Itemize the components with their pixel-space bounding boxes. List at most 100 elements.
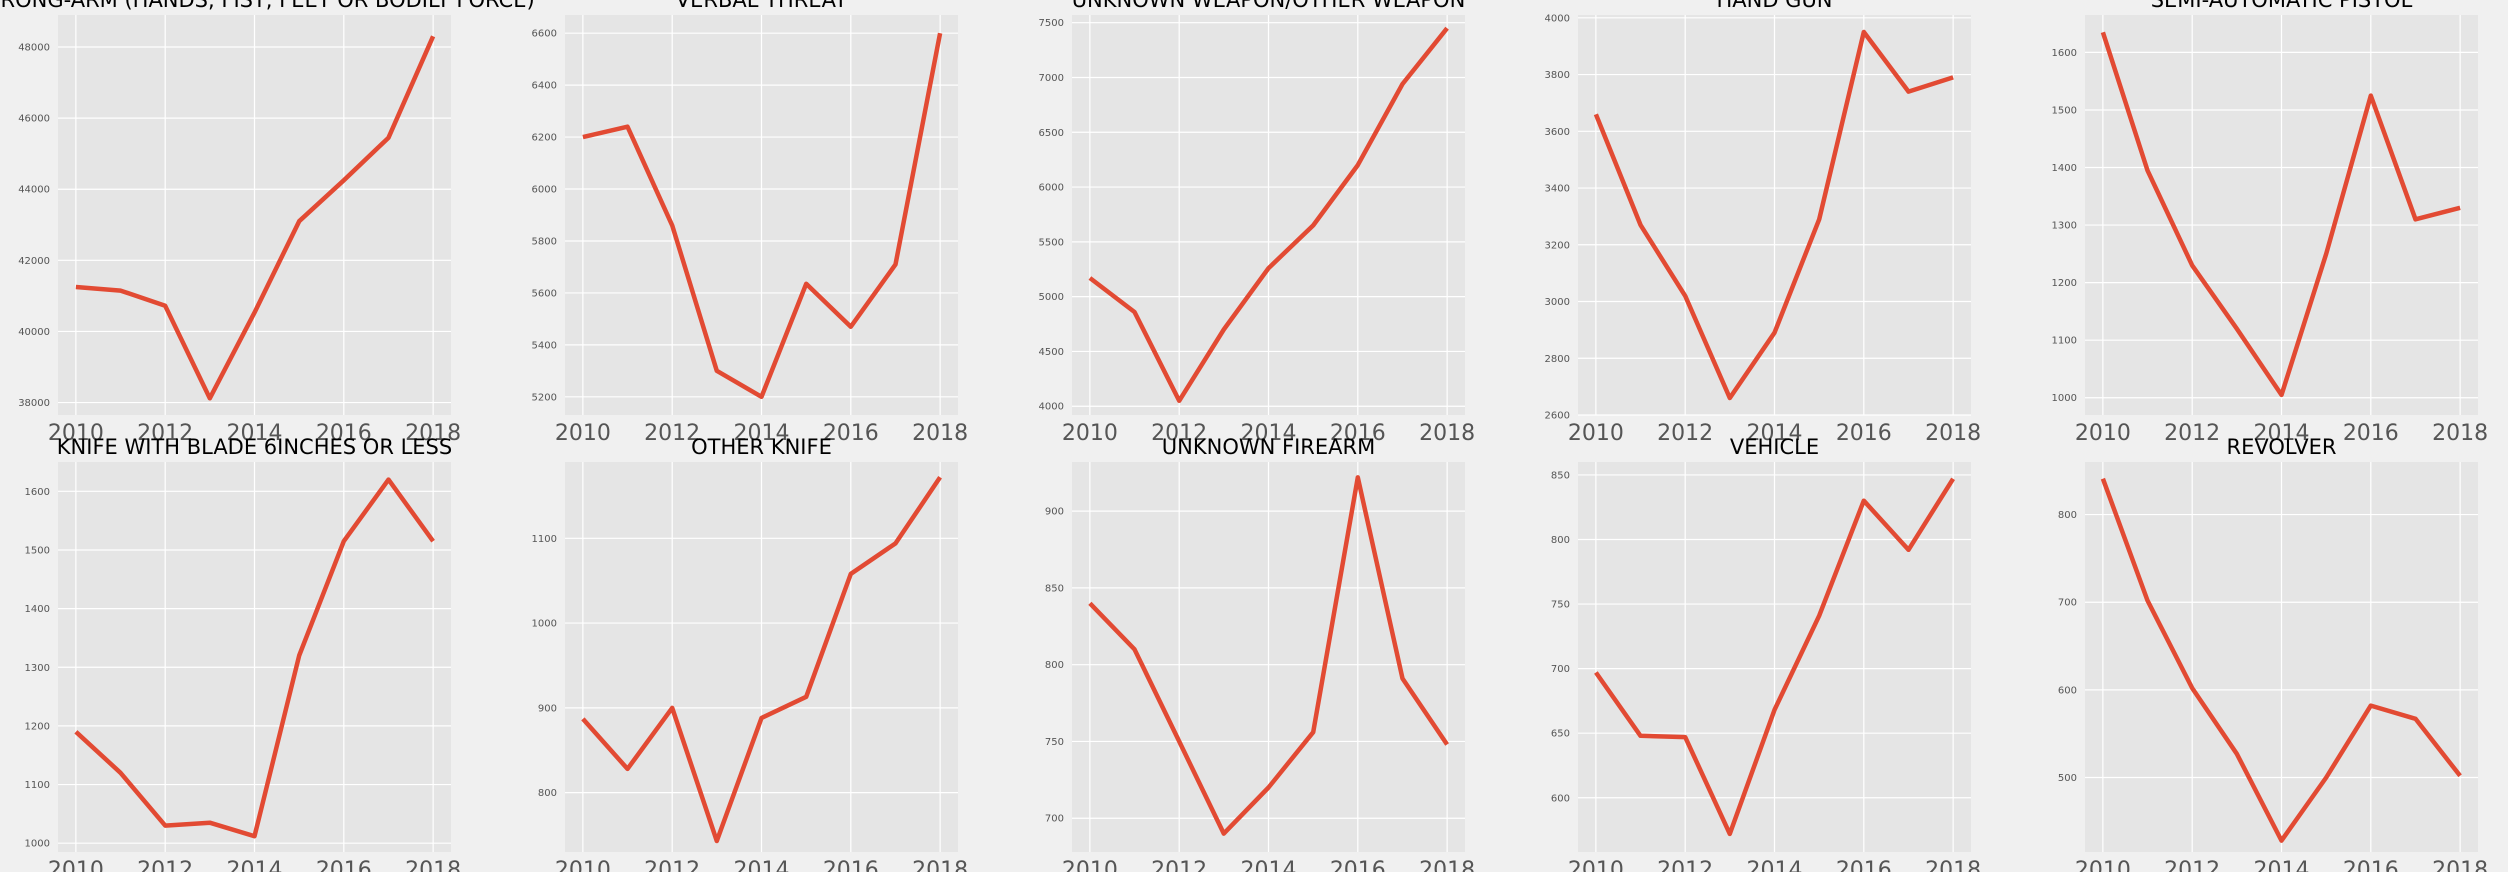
- series-line: [1593, 29, 1954, 401]
- y-tick-label: 600: [2058, 685, 2077, 696]
- subplot-5: SEMI-AUTOMATIC PISTOL 2010 2012 2014 2016 201…: [2052, 0, 2489, 446]
- y-tick-label: 38000: [18, 398, 50, 409]
- x-tick-label: 2018: [912, 421, 968, 446]
- x-tick-label: 2018: [1925, 858, 1981, 872]
- y-tick-label: 6500: [1039, 128, 1064, 139]
- y-tick-label: 2600: [1545, 411, 1570, 422]
- series-line: [1088, 26, 1449, 404]
- chart-title: UNKNOWN FIREARM: [1162, 435, 1375, 459]
- y-tick-label: 850: [1551, 470, 1570, 481]
- y-tick-label: 44000: [18, 185, 50, 196]
- y-tick-label: 1600: [25, 487, 50, 498]
- x-tick-label: 2012: [644, 421, 700, 446]
- x-tick-label: 2018: [1419, 858, 1475, 872]
- chart-title: UNKNOWN WEAPON/OTHER WEAPON: [1072, 0, 1466, 12]
- x-tick-label: 2014: [227, 421, 283, 446]
- x-tick-label: 2010: [1062, 858, 1118, 872]
- chart-title: KNIFE WITH BLADE 6INCHES OR LESS: [57, 435, 452, 459]
- x-tick-label: 2016: [1836, 858, 1892, 872]
- series-line: [75, 35, 436, 401]
- y-tick-label: 1100: [532, 534, 557, 545]
- y-tick-label: 4000: [1039, 402, 1064, 413]
- y-tick-label: 1000: [25, 839, 50, 850]
- x-tick-label: 2014: [734, 421, 790, 446]
- subplot-2: VERBAL THREAT 2010 2012 2014 2016 2018 5200 540…: [532, 0, 969, 446]
- subplot-3: UNKNOWN WEAPON/OTHER WEAPON 2010 2012 2014 2…: [1039, 0, 1476, 446]
- y-tick-label: 3200: [1545, 240, 1570, 251]
- x-tick-label: 2012: [1657, 421, 1713, 446]
- x-tick-label: 2014: [2254, 858, 2310, 872]
- y-tick-label: 5600: [532, 288, 557, 299]
- y-tick-label: 5800: [532, 236, 557, 247]
- series-line: [2100, 477, 2462, 843]
- y-tick-label: 1300: [2052, 221, 2077, 232]
- y-tick-label: 1100: [25, 780, 50, 791]
- x-tick-label: 2014: [227, 858, 283, 872]
- chart-title: OTHER KNIFE: [691, 435, 832, 459]
- y-tick-label: 700: [2058, 598, 2077, 609]
- y-tick-label: 40000: [18, 327, 50, 338]
- x-tick-label: 2014: [1747, 421, 1803, 446]
- x-tick-label: 2010: [48, 421, 104, 446]
- y-tick-label: 1200: [25, 721, 50, 732]
- x-tick-label: 2014: [734, 858, 790, 872]
- chart-title: SEMI-AUTOMATIC PISTOL: [2151, 0, 2413, 12]
- x-tick-label: 2014: [1241, 421, 1297, 446]
- chart-title: STRONG-ARM (HANDS, FIST, FEET OR BODILY …: [0, 0, 535, 12]
- y-tick-label: 46000: [18, 114, 50, 125]
- x-tick-label: 2012: [1151, 421, 1207, 446]
- series-line: [2100, 31, 2461, 398]
- y-tick-label: 750: [1045, 737, 1064, 748]
- y-tick-label: 3800: [1545, 70, 1570, 81]
- y-tick-label: 850: [1045, 583, 1064, 594]
- series-line: [74, 477, 435, 839]
- subplot-8: UNKNOWN FIREARM 2010 2012 2014 2016 2018 700 75…: [1045, 435, 1475, 872]
- chart-title: VERBAL THREAT: [676, 0, 848, 12]
- y-tick-label: 1400: [25, 604, 50, 615]
- y-tick-label: 1300: [25, 663, 50, 674]
- x-tick-label: 2012: [644, 858, 700, 872]
- y-tick-label: 650: [1551, 729, 1570, 740]
- x-tick-label: 2016: [823, 421, 879, 446]
- subplot-10: REVOLVER 2010 2012 2014 2016 2018 500 600 700 800: [2058, 435, 2488, 872]
- x-tick-label: 2012: [137, 858, 193, 872]
- y-tick-label: 2800: [1545, 354, 1570, 365]
- y-tick-label: 750: [1551, 600, 1570, 611]
- x-tick-label: 2014: [2254, 421, 2310, 446]
- y-tick-label: 700: [1045, 814, 1064, 825]
- subplot-1: STRONG-ARM (HANDS, FIST, FEET OR BODILY …: [0, 0, 535, 446]
- chart-title: VEHICLE: [1730, 435, 1819, 459]
- x-tick-label: 2016: [2343, 858, 2399, 872]
- x-tick-label: 2014: [1241, 858, 1297, 872]
- chart-title: HAND GUN: [1716, 0, 1832, 12]
- y-tick-label: 6600: [532, 29, 557, 40]
- x-tick-label: 2010: [1568, 858, 1624, 872]
- y-tick-label: 1400: [2052, 163, 2077, 174]
- y-tick-label: 4000: [1545, 13, 1570, 24]
- x-tick-label: 2018: [405, 421, 461, 446]
- y-tick-label: 7500: [1039, 18, 1064, 29]
- y-tick-label: 1000: [532, 619, 557, 630]
- y-tick-label: 1500: [25, 545, 50, 556]
- x-tick-label: 2010: [1568, 421, 1624, 446]
- x-tick-label: 2012: [137, 421, 193, 446]
- y-tick-label: 42000: [18, 256, 50, 267]
- x-tick-label: 2012: [1151, 858, 1207, 872]
- x-tick-label: 2018: [1419, 421, 1475, 446]
- y-tick-label: 1000: [2052, 393, 2077, 404]
- y-tick-label: 800: [2058, 510, 2077, 521]
- x-tick-label: 2018: [1925, 421, 1981, 446]
- y-tick-label: 1200: [2052, 278, 2077, 289]
- series-line: [1088, 475, 1449, 836]
- subplot-6: KNIFE WITH BLADE 6INCHES OR LESS 2010 2012…: [25, 435, 462, 872]
- y-tick-label: 600: [1551, 793, 1570, 804]
- y-tick-label: 800: [1551, 535, 1570, 546]
- x-tick-label: 2010: [48, 858, 104, 872]
- y-tick-label: 900: [538, 703, 557, 714]
- y-tick-label: 5000: [1039, 292, 1064, 303]
- x-tick-label: 2010: [555, 858, 611, 872]
- y-tick-label: 48000: [18, 43, 50, 54]
- y-tick-label: 1100: [2052, 336, 2077, 347]
- chart-title: REVOLVER: [2226, 435, 2336, 459]
- x-tick-label: 2010: [1062, 421, 1118, 446]
